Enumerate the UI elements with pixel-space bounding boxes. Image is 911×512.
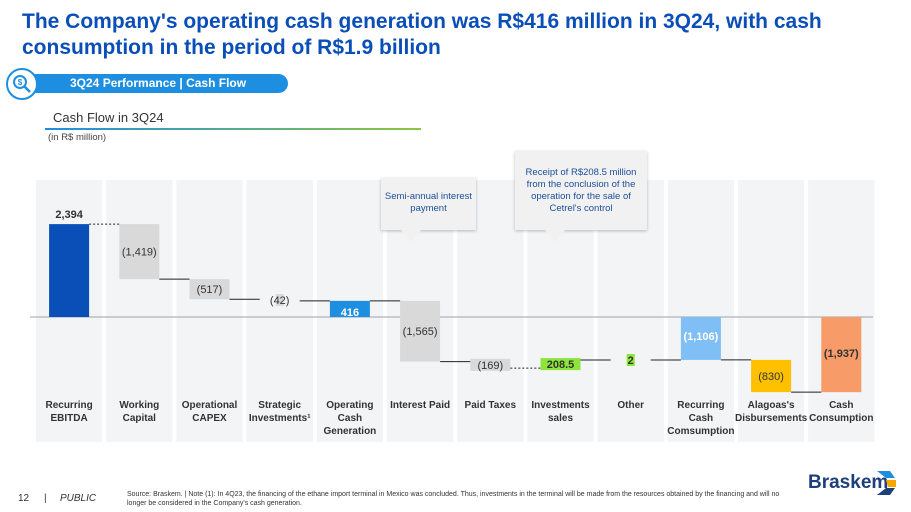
- category-label-7: Investments sales: [531, 400, 590, 424]
- category-label-line: Consumption: [809, 413, 873, 424]
- category-label-line: Cash: [338, 413, 362, 424]
- page-number: 12: [18, 493, 30, 504]
- category-label-10: Alagoas's Disbursements: [735, 400, 808, 424]
- svg-text:$: $: [18, 78, 23, 87]
- category-label-line: Operational: [182, 400, 238, 411]
- bar-2: [189, 279, 230, 300]
- column-background: [667, 180, 734, 442]
- title-rule: [45, 128, 421, 130]
- bar-label-10: (830): [758, 371, 784, 383]
- category-label-0: Recurring EBITDA: [45, 400, 92, 424]
- category-label-line: Alagoas's: [748, 400, 795, 411]
- category-label-line: Comsumption: [667, 426, 734, 437]
- bar-1: [119, 224, 160, 280]
- category-label-line: Disbursements: [735, 413, 808, 424]
- bar-4: [329, 300, 370, 317]
- category-label-6: Paid Taxes: [465, 400, 517, 411]
- category-label-line: Cash: [689, 413, 713, 424]
- bar-label-3: (42): [270, 295, 290, 307]
- footer-separator: |: [44, 493, 47, 504]
- bar-label-9: (1,106): [683, 331, 718, 343]
- page-headline: The Company's operating cash generation …: [22, 10, 822, 59]
- category-label-1: Working Capital: [119, 400, 159, 424]
- category-label-line: Paid Taxes: [465, 400, 517, 411]
- category-label-line: Operating: [326, 400, 373, 411]
- category-label-line: sales: [548, 413, 573, 424]
- category-label-3: Strategic Investments¹: [249, 400, 311, 424]
- category-label-line: Capital: [123, 413, 157, 424]
- bar-label-5: (1,565): [403, 326, 438, 338]
- category-label-8: Other: [617, 400, 644, 411]
- source-note: Source: Braskem. | Note (1): In 4Q23, th…: [127, 491, 780, 507]
- bar-label-11: (1,937): [824, 348, 859, 360]
- bar-6: [470, 358, 511, 371]
- bar-0: [49, 224, 90, 317]
- category-label-line: CAPEX: [192, 413, 227, 424]
- category-label-5: Interest Paid: [390, 400, 450, 411]
- bar-7: [540, 358, 581, 371]
- bar-8: [626, 354, 635, 367]
- category-label-9: Recurring Cash Comsumption: [667, 400, 734, 437]
- category-label-2: Operational CAPEX: [182, 400, 238, 424]
- bar-3: [275, 294, 284, 307]
- section-banner: 3Q24 Performance | Cash Flow: [28, 74, 288, 93]
- bar-10: [751, 359, 792, 393]
- bar-label-8: 2: [628, 355, 634, 367]
- bar-label-0: 2,394: [55, 209, 83, 221]
- column-background: [738, 180, 805, 442]
- category-label-line: Working: [119, 400, 159, 411]
- category-label-line: Cash: [829, 400, 853, 411]
- callout-investments: Receipt of R$208.5 million from the conc…: [515, 151, 647, 242]
- category-label-line: Investments: [531, 400, 590, 411]
- category-label-line: Other: [617, 400, 644, 411]
- category-label-11: Cash Consumption: [809, 400, 873, 424]
- bar-label-1: (1,419): [122, 247, 157, 259]
- category-label-line: EBITDA: [50, 413, 87, 424]
- bar-label-4: 416: [341, 307, 359, 319]
- category-label-line: Interest Paid: [390, 400, 450, 411]
- chart-title: Cash Flow in 3Q24: [53, 110, 164, 125]
- callout-interest: Semi-annual interest payment: [381, 178, 476, 242]
- bar-label-7: 208.5: [547, 359, 575, 371]
- bar-9: [680, 317, 721, 360]
- column-background: [176, 180, 243, 442]
- category-label-line: Recurring: [677, 400, 724, 411]
- classification-label: PUBLIC: [60, 493, 97, 504]
- bar-label-2: (517): [197, 284, 223, 296]
- bar-11: [821, 317, 862, 393]
- category-label-line: Generation: [324, 426, 377, 437]
- braskem-logo-icon: [877, 471, 896, 495]
- column-background: [808, 180, 875, 442]
- bar-label-6: (169): [477, 360, 503, 372]
- cash-search-icon: $: [6, 68, 38, 100]
- section-label: 3Q24 Performance | Cash Flow: [70, 76, 247, 90]
- category-label-4: Operating Cash Generation: [324, 400, 377, 437]
- category-label-line: Strategic: [258, 400, 301, 411]
- column-background: [246, 180, 313, 442]
- category-label-line: Recurring: [45, 400, 92, 411]
- braskem-logo: Braskem: [808, 472, 889, 493]
- category-label-line: Investments¹: [249, 413, 311, 424]
- bar-5: [400, 300, 441, 362]
- chart-unit: (in R$ million): [48, 132, 107, 143]
